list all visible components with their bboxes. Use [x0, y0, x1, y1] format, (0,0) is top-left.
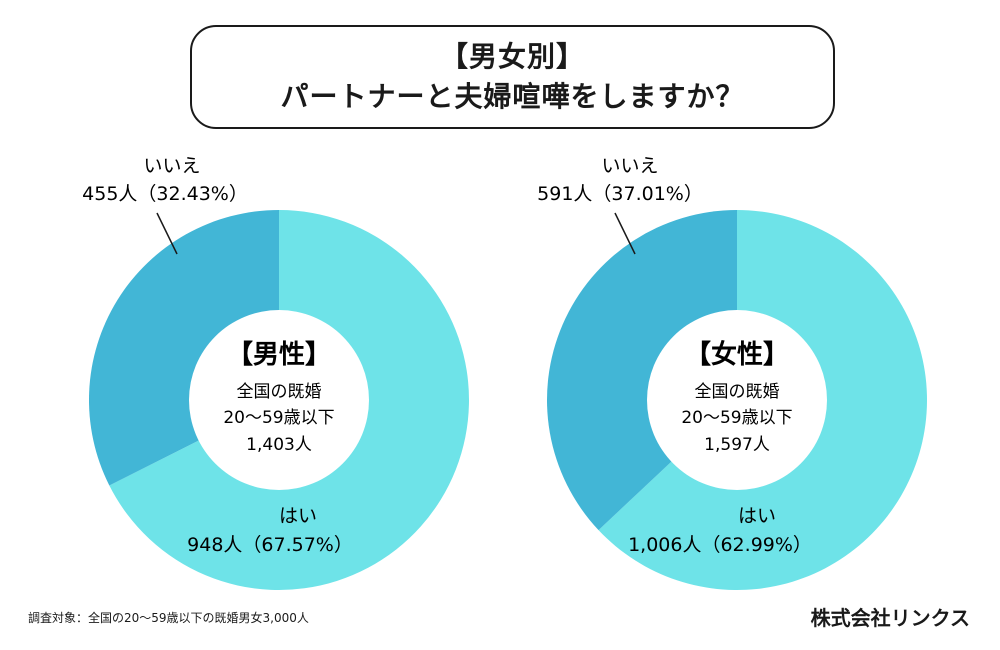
- survey-footnote: 調査対象：全国の20〜59歳以下の既婚男女3,000人: [28, 611, 309, 625]
- leader-line-female: [614, 212, 636, 255]
- leader-line-male: [156, 212, 178, 255]
- center-line-1-female: 全国の既婚: [695, 382, 780, 402]
- center-title-female: 【女性】: [685, 339, 789, 370]
- value-no-female: 591人（37.01%）: [537, 183, 703, 205]
- center-line-2-male: 20〜59歳以下: [223, 408, 334, 428]
- donut-female: 【女性】 全国の既婚 20〜59歳以下 1,597人 いいえ 591人（37.0…: [537, 155, 928, 590]
- center-line-3-male: 1,403人: [246, 435, 312, 455]
- center-line-2-female: 20〜59歳以下: [681, 408, 792, 428]
- label-yes-male: はい: [279, 505, 317, 527]
- title-line-2: パートナーと夫婦喧嘩をしますか？: [280, 80, 745, 113]
- company-name: 株式会社リンクス: [810, 606, 970, 630]
- center-line-3-female: 1,597人: [704, 435, 770, 455]
- value-yes-female: 1,006人（62.99%）: [628, 534, 812, 556]
- label-yes-female: はい: [738, 505, 776, 527]
- center-line-1-male: 全国の既婚: [237, 382, 322, 402]
- slice-female-no: [547, 210, 737, 531]
- label-no-male: いいえ: [143, 155, 200, 177]
- value-yes-male: 948人（67.57%）: [187, 534, 353, 556]
- donut-hole-male: [189, 310, 369, 490]
- value-no-male: 455人（32.43%）: [82, 183, 248, 205]
- donut-hole-female: [647, 310, 827, 490]
- chart-title-box: 【男女別】 パートナーと夫婦喧嘩をしますか？: [190, 25, 835, 129]
- center-title-male: 【男性】: [227, 340, 331, 370]
- title-line-1: 【男女別】: [439, 40, 585, 73]
- label-no-female: いいえ: [601, 155, 658, 177]
- donut-male: 【男性】 全国の既婚 20〜59歳以下 1,403人 いいえ 455人（32.4…: [82, 155, 469, 590]
